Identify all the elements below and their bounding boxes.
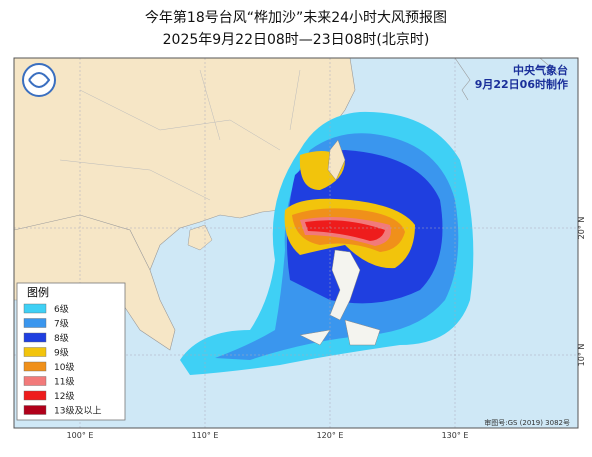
legend-label: 10级 [54, 361, 74, 373]
legend-swatch [23, 303, 47, 314]
title: 今年第18号台风“桦加沙”未来24小时大风预报图 [145, 9, 447, 26]
legend-label: 11级 [54, 376, 74, 388]
legend-swatch [23, 361, 47, 372]
legend-label: 6级 [54, 303, 69, 315]
longitude-label: 130° E [442, 431, 469, 440]
legend-label: 8级 [54, 332, 69, 344]
legend: 图例 6级 7级 8级 9级 10级 11级 12级 13级及以上 [16, 282, 126, 421]
legend-swatch [23, 405, 47, 415]
legend-swatch [23, 332, 47, 343]
legend-label: 9级 [54, 347, 69, 359]
latitude-label: 20° N [577, 217, 586, 240]
map-number: 审图号:GS (2019) 3082号 [484, 418, 570, 427]
subtitle: 2025年9月22日08时—23日08时(北京时) [163, 32, 430, 48]
map [14, 58, 578, 428]
legend-label: 13级及以上 [54, 405, 101, 417]
longitude-label: 120° E [317, 431, 344, 440]
legend-swatch [23, 347, 47, 357]
agency: 中央气象台 [513, 63, 568, 77]
legend-label: 12级 [54, 390, 74, 402]
legend-swatch [23, 376, 47, 386]
legend-swatch [23, 318, 47, 328]
legend-label: 7级 [54, 318, 69, 330]
latitude-label: 10° N [577, 344, 586, 367]
issued: 9月22日06时制作 [475, 77, 568, 91]
legend-swatch [23, 390, 47, 401]
longitude-label: 110° E [192, 431, 219, 440]
longitude-label: 100° E [67, 431, 94, 440]
legend-title: 图例 [27, 285, 49, 299]
